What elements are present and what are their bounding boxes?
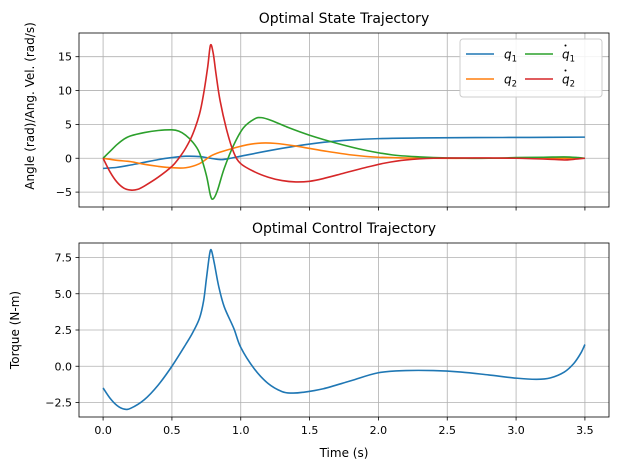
state-y-tick-label: −5: [56, 186, 72, 199]
control-x-tick-label: 1.0: [232, 424, 250, 437]
state-plot-ylabel: Angle (rad)/Ang. Vel. (rad/s): [23, 22, 37, 190]
control-x-tick-label: 1.5: [301, 424, 319, 437]
control-x-tick-label: 2.0: [370, 424, 388, 437]
control-x-tick-label: 0.5: [163, 424, 181, 437]
state-y-tick-label: 0: [65, 152, 72, 165]
control-trajectory-plot: Optimal Control Trajectory Torque (N-m) …: [8, 221, 610, 460]
control-y-tick-label: 5.0: [55, 288, 73, 301]
control-x-tick-label: 3.5: [576, 424, 594, 437]
state-y-tick-label: 10: [58, 85, 72, 98]
state-plot-legend: q1 q2 q1 q2: [459, 38, 603, 98]
control-plot-xlabel: Time (s): [319, 446, 369, 460]
state-plot-frame: [78, 32, 610, 208]
control-plot-ylabel: Torque (N-m): [8, 291, 22, 370]
state-series-line-1: [102, 142, 585, 169]
state-y-tick-label: 5: [65, 118, 72, 131]
state-trajectory-plot: Optimal State Trajectory Angle (rad)/Ang…: [23, 11, 610, 211]
control-y-tick-label: 7.5: [55, 252, 73, 265]
control-y-tick-label: 2.5: [55, 324, 73, 337]
state-series-line-3: [102, 43, 585, 191]
control-x-tick-label: 2.5: [438, 424, 456, 437]
control-y-tick-label: −2.5: [45, 397, 72, 410]
control-y-tick-label: 0.0: [55, 360, 73, 373]
control-x-tick-label: 0.0: [94, 424, 112, 437]
control-plot-frame: [78, 242, 610, 418]
control-x-tick-label: 3.0: [507, 424, 525, 437]
state-plot-title: Optimal State Trajectory: [259, 11, 429, 27]
control-plot-title: Optimal Control Trajectory: [252, 221, 436, 237]
state-y-tick-label: 15: [58, 51, 72, 64]
control-series-line-0: [102, 248, 586, 411]
